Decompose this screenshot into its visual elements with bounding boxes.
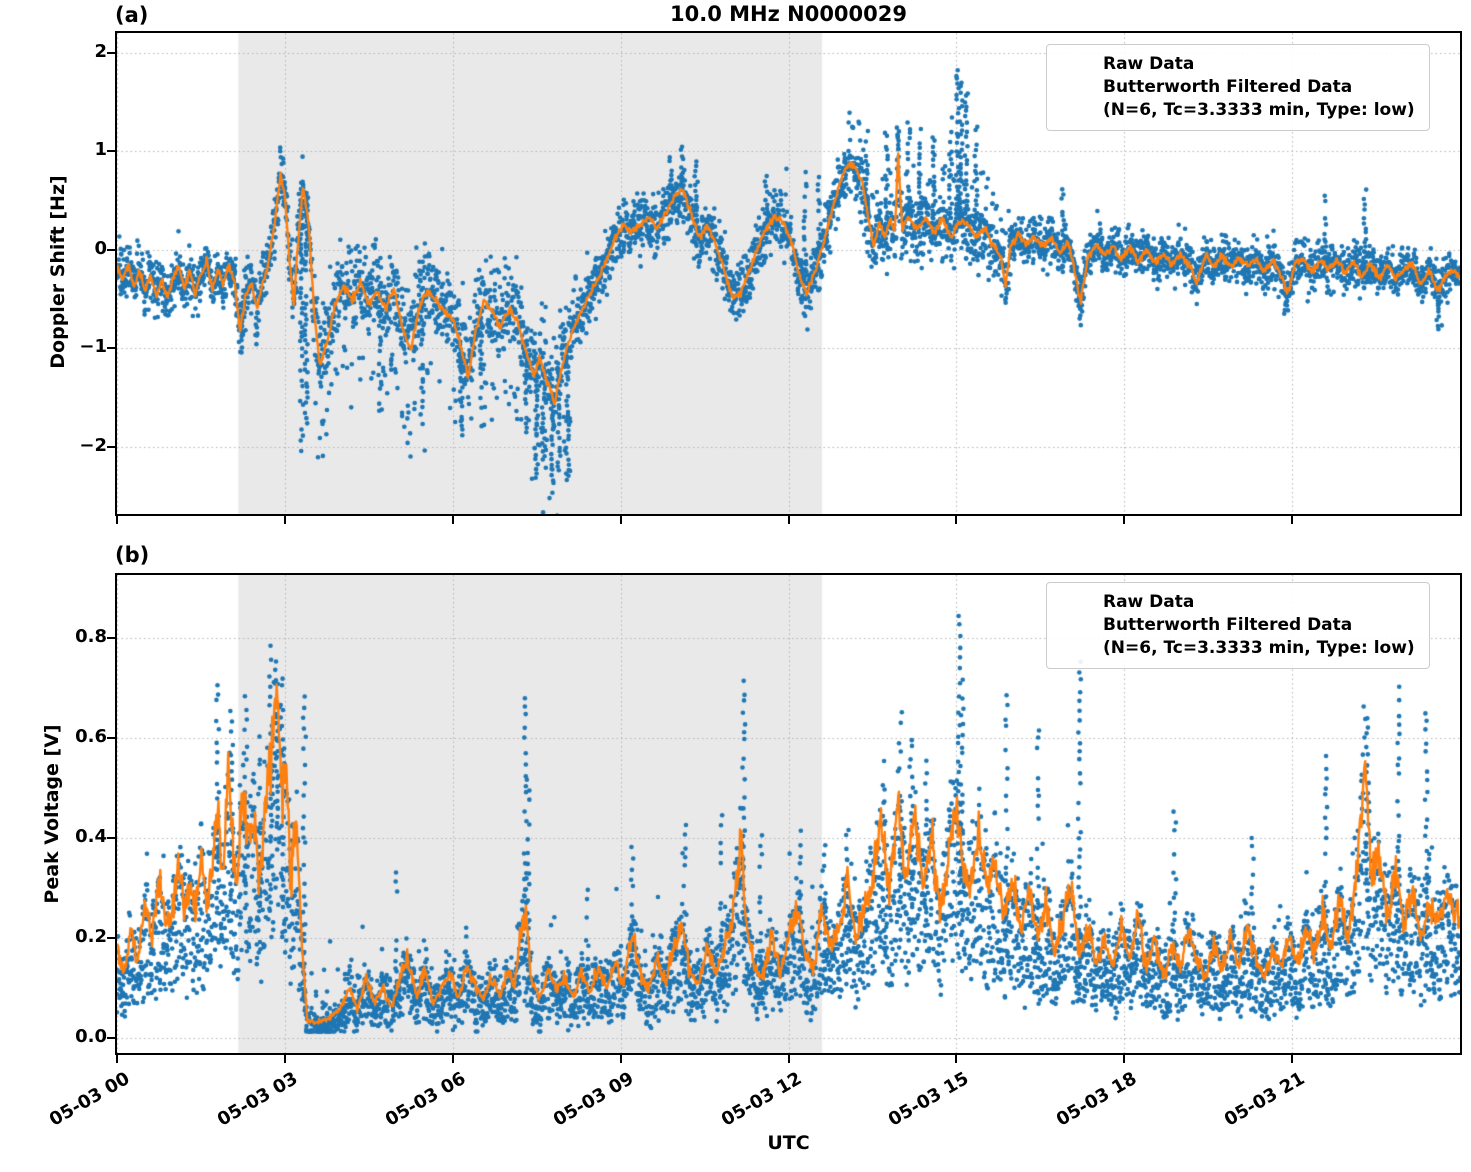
panel-a-xtick-mark xyxy=(116,516,118,524)
panel-b-ytick-mark xyxy=(107,936,115,939)
panel-a-ytick-label: 2 xyxy=(94,40,107,62)
panel-b-ytick-label: 0.4 xyxy=(75,825,107,847)
panel-a-xtick-mark xyxy=(955,516,958,524)
raw-data-dot-marker xyxy=(1077,62,1084,69)
x-axis-label: UTC xyxy=(767,1132,810,1154)
x-tick-label: 05-03 03 xyxy=(213,1068,302,1131)
filtered-line-marker xyxy=(1061,636,1099,639)
legend-raw-label: Raw Data xyxy=(1103,592,1195,612)
x-tick-label: 05-03 09 xyxy=(549,1068,638,1131)
panel-b-xtick-mark xyxy=(619,1055,622,1063)
panel-b-legend: Raw Data Butterworth Filtered Data (N=6,… xyxy=(1046,582,1430,669)
legend-filtered-label: Butterworth Filtered Data (N=6, Tc=3.333… xyxy=(1103,614,1415,660)
panel-a-ytick-mark xyxy=(107,445,115,448)
panel-b-ytick-label: 0.6 xyxy=(75,725,107,747)
panel-a-ylabel: Doppler Shift [Hz] xyxy=(47,175,69,369)
figure-title: 10.0 MHz N0000029 xyxy=(670,2,907,26)
panel-a-xtick-mark xyxy=(787,516,790,524)
panel-b-ylabel: Peak Voltage [V] xyxy=(41,724,63,904)
panel-b-ytick-mark xyxy=(107,736,115,739)
panel-b-xtick-mark xyxy=(451,1055,454,1063)
panel-b-ytick-label: 0.2 xyxy=(75,925,107,947)
panel-b-ytick-mark xyxy=(107,1036,115,1039)
legend-filtered-line2: (N=6, Tc=3.3333 min, Type: low) xyxy=(1103,99,1415,120)
panel-b-xtick-mark xyxy=(283,1055,286,1063)
x-tick-label: 05-03 12 xyxy=(717,1068,805,1131)
panel-b-ytick-mark xyxy=(107,836,115,839)
panel-b-tag: (b) xyxy=(115,543,150,567)
panel-a-xtick-mark xyxy=(619,516,622,524)
panel-b-ytick-label: 0.8 xyxy=(75,625,107,647)
panel-a-ytick-mark xyxy=(107,150,115,153)
panel-a-xtick-mark xyxy=(1123,516,1126,524)
filtered-line-marker xyxy=(1061,98,1099,101)
panel-a-xtick-mark xyxy=(451,516,454,524)
x-tick-label: 05-03 21 xyxy=(1221,1068,1309,1131)
panel-b-ytick-mark xyxy=(107,636,115,639)
panel-a-tag: (a) xyxy=(115,3,149,27)
legend-raw-label: Raw Data xyxy=(1103,54,1195,74)
panel-a-ytick-mark xyxy=(107,347,115,350)
panel-a-xtick-mark xyxy=(283,516,286,524)
panel-b-xtick-mark xyxy=(116,1055,118,1063)
panel-a-ytick-label: 0 xyxy=(94,237,107,259)
legend-filtered-line1: Butterworth Filtered Data xyxy=(1103,614,1353,635)
panel-a-xtick-mark xyxy=(1291,516,1294,524)
panel-a-ytick-label: 1 xyxy=(94,139,107,161)
panel-a-ytick-mark xyxy=(107,248,115,251)
x-tick-label: 05-03 06 xyxy=(381,1068,470,1131)
panel-a-ytick-mark xyxy=(107,51,115,54)
x-tick-label: 05-03 00 xyxy=(46,1068,134,1131)
raw-data-dot-marker xyxy=(1077,600,1084,607)
panel-b-xtick-mark xyxy=(1291,1055,1294,1063)
panel-a-ytick-label: −2 xyxy=(79,434,107,456)
panel-b-xtick-mark xyxy=(955,1055,958,1063)
legend-filtered-line1: Butterworth Filtered Data xyxy=(1103,76,1353,97)
x-tick-label: 05-03 15 xyxy=(885,1068,973,1131)
panel-b-xtick-mark xyxy=(1123,1055,1126,1063)
panel-b-xtick-mark xyxy=(787,1055,790,1063)
legend-filtered-label: Butterworth Filtered Data (N=6, Tc=3.333… xyxy=(1103,76,1415,122)
panel-b-ytick-label: 0.0 xyxy=(75,1025,107,1047)
legend-filtered-line2: (N=6, Tc=3.3333 min, Type: low) xyxy=(1103,637,1415,658)
panel-a-ytick-label: −1 xyxy=(79,336,107,358)
x-tick-label: 05-03 18 xyxy=(1053,1068,1141,1131)
panel-a-legend: Raw Data Butterworth Filtered Data (N=6,… xyxy=(1046,44,1430,131)
